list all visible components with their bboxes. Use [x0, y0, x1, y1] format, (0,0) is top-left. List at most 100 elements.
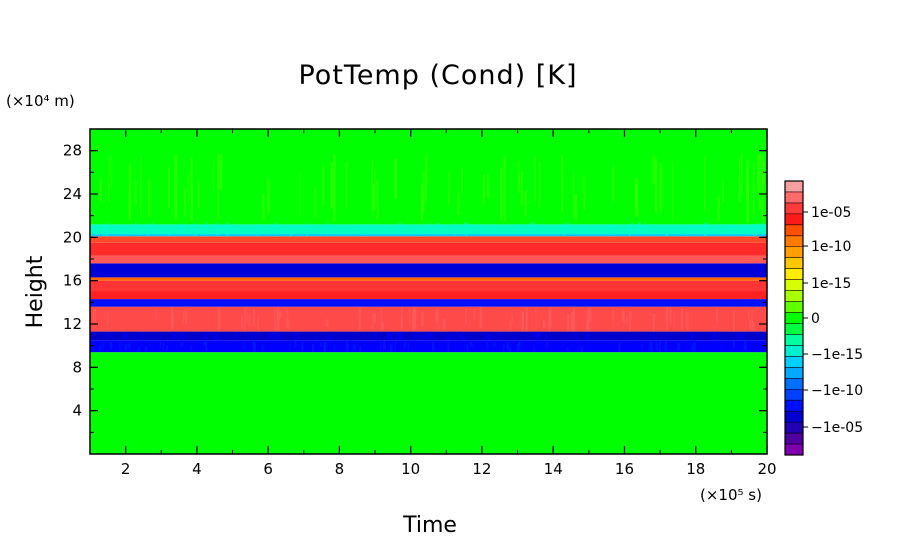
colorbar-level — [785, 279, 803, 292]
contour-streak — [389, 343, 393, 353]
contour-streak — [550, 307, 552, 328]
contour-streak — [567, 222, 570, 235]
contour-streak — [713, 332, 716, 339]
colorbar-tick-label: 1e-05 — [811, 205, 851, 221]
contour-streak — [99, 179, 103, 202]
contour-streak — [540, 227, 543, 232]
contour-streak — [214, 333, 217, 340]
contour-streak — [431, 341, 435, 351]
x-tick-label: 14 — [544, 460, 563, 478]
contour-streak — [686, 229, 688, 236]
contour-streak — [511, 313, 513, 326]
contour-streak — [516, 223, 519, 231]
contour-streak — [125, 333, 129, 339]
contour-streak — [652, 334, 654, 339]
contour-streak — [757, 223, 760, 235]
contour-streak — [251, 331, 254, 340]
contour-streak — [762, 161, 766, 185]
contour-streak — [180, 332, 184, 340]
contour-streak — [669, 308, 672, 325]
contour-streak — [693, 342, 696, 352]
contour-band — [90, 224, 767, 235]
contour-streak — [586, 307, 590, 332]
contour-streak — [111, 156, 113, 188]
contour-band — [90, 291, 767, 300]
colorbar-level — [785, 411, 803, 423]
contour-streak — [296, 331, 299, 340]
plot-area — [90, 129, 767, 454]
contour-streak — [187, 172, 190, 204]
colorbar-level — [785, 312, 803, 324]
x-axis-label: Time — [402, 513, 457, 538]
contour-streak — [106, 311, 109, 325]
contour-streak — [754, 227, 757, 237]
contour-streak — [170, 227, 172, 234]
contour-streak — [470, 341, 473, 348]
contour-streak — [566, 347, 569, 352]
contour-streak — [447, 334, 451, 340]
x-tick-label: 4 — [192, 460, 202, 478]
contour-streak — [407, 343, 409, 351]
colorbar-level — [785, 246, 803, 259]
contour-streak — [219, 155, 223, 190]
contour-streak — [373, 332, 376, 339]
contour-streak — [151, 222, 154, 235]
contour-streak — [584, 224, 588, 230]
contour-streak — [363, 225, 367, 235]
contour-streak — [544, 333, 547, 338]
colorbar-level — [785, 268, 803, 281]
contour-streak — [138, 228, 141, 236]
contour-streak — [585, 333, 589, 340]
contour-streak — [401, 307, 403, 331]
contour-band — [90, 255, 767, 264]
contour-streak — [532, 222, 536, 233]
contour-streak — [326, 222, 329, 236]
colorbar-level — [785, 389, 803, 401]
contour-streak — [128, 343, 131, 350]
contour-streak — [212, 161, 214, 191]
contour-streak — [371, 160, 374, 217]
contour-streak — [516, 343, 520, 351]
contour-streak — [320, 342, 322, 348]
contour-streak — [465, 335, 468, 339]
contour-streak — [673, 311, 676, 330]
contour-streak — [388, 331, 391, 335]
contour-streak — [216, 335, 219, 341]
contour-streak — [741, 153, 743, 196]
colorbar-level — [785, 301, 803, 314]
contour-streak — [752, 162, 755, 215]
contour-streak — [520, 172, 523, 207]
contour-streak — [119, 340, 121, 351]
contour-streak — [184, 188, 187, 218]
contour-streak — [448, 171, 450, 205]
contour-streak — [198, 180, 200, 209]
contour-streak — [333, 344, 336, 351]
contour-streak — [105, 223, 109, 236]
contour-streak — [745, 224, 748, 235]
contour-streak — [235, 332, 239, 338]
contour-streak — [459, 331, 462, 341]
contour-streak — [256, 226, 259, 235]
contour-streak — [288, 320, 290, 330]
contour-streak — [752, 322, 756, 330]
chart-title: PotTemp (Cond) [K] — [298, 60, 577, 91]
contour-streak — [461, 168, 463, 194]
y-tick-label: 12 — [63, 315, 82, 333]
colorbar-tick-label: −1e-05 — [811, 420, 863, 436]
contour-streak — [482, 179, 485, 207]
colorbar-tick-label: −1e-15 — [811, 347, 863, 363]
y-tick-label: 28 — [63, 142, 82, 160]
contour-streak — [480, 224, 484, 231]
contour-streak — [92, 340, 95, 353]
x-axis: 2 4 6 8 10 12 14 16 18 20 — [89, 129, 777, 478]
contour-streak — [509, 347, 512, 352]
colorbar-tick-label: 1e-10 — [811, 239, 851, 255]
colorbar-level — [785, 334, 803, 346]
colorbar-level — [785, 224, 803, 237]
contour-streak — [400, 331, 403, 341]
contour-streak — [748, 183, 750, 221]
contour-streak — [665, 307, 669, 331]
contour-streak — [176, 331, 178, 339]
contour-streak — [218, 224, 220, 236]
contour-streak — [651, 340, 653, 353]
